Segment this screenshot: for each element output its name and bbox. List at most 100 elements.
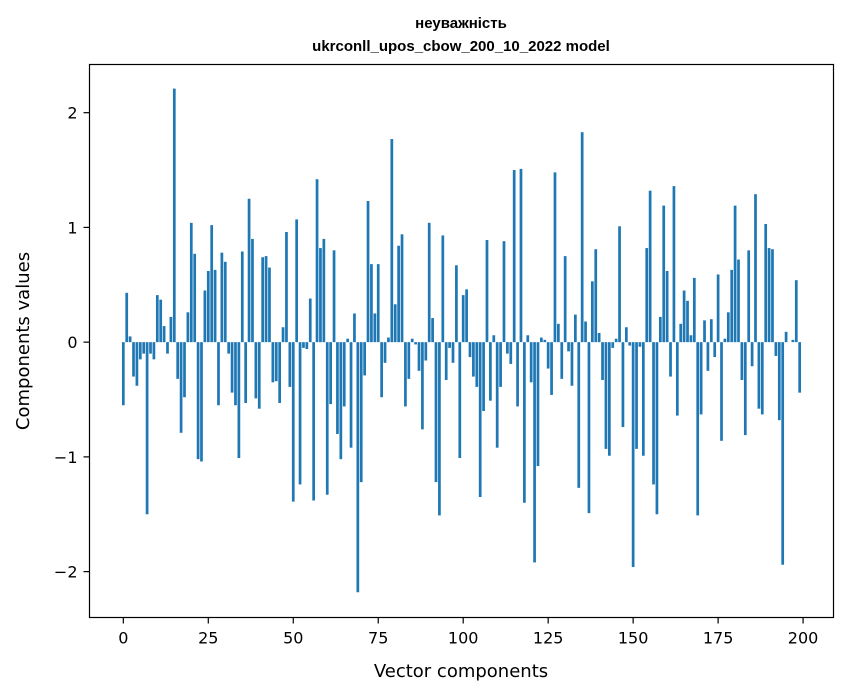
bar-component-197	[791, 339, 795, 343]
bar-component-175	[716, 274, 720, 343]
bar-component-20	[189, 222, 193, 343]
bar-component-154	[645, 248, 649, 343]
bar-component-23	[200, 342, 203, 462]
bar-component-183	[743, 342, 747, 436]
y-axis-ticks: −2 −1 0 1 2	[54, 104, 90, 582]
bar-component-72	[366, 201, 370, 343]
bar-component-0	[121, 342, 125, 406]
bar-component-49	[288, 342, 292, 387]
bar-component-145	[614, 338, 618, 343]
bar-component-168	[692, 277, 696, 343]
bar-component-75	[376, 264, 380, 343]
bar-component-24	[203, 290, 207, 343]
bar-component-186	[754, 194, 757, 343]
bar-component-19	[186, 312, 190, 343]
bar-component-55	[308, 298, 312, 343]
bar-component-176	[720, 342, 723, 441]
bar-component-158	[658, 316, 662, 343]
bar-component-116	[516, 342, 519, 407]
bar-component-179	[730, 269, 734, 343]
bar-component-46	[278, 342, 282, 403]
bar-component-10	[155, 295, 159, 343]
bar-component-129	[560, 342, 564, 379]
bar-component-114	[509, 342, 513, 364]
bar-component-69	[356, 342, 360, 593]
bar-component-110	[495, 342, 499, 448]
bar-component-106	[482, 342, 485, 411]
bar-component-126	[550, 342, 553, 395]
bar-component-87	[417, 342, 421, 371]
bar-component-120	[529, 342, 533, 383]
bar-component-171	[703, 320, 706, 343]
bar-component-189	[764, 223, 768, 343]
bar-component-195	[784, 331, 788, 343]
bar-component-32	[230, 342, 234, 393]
bar-component-2	[128, 336, 132, 343]
bar-component-124	[543, 339, 547, 343]
bar-component-140	[597, 332, 601, 343]
bar-component-96	[448, 342, 451, 348]
y-tick-label: −2	[54, 563, 78, 582]
bar-component-86	[414, 342, 417, 345]
x-axis-label: Vector components	[374, 661, 548, 682]
bar-component-37	[247, 198, 251, 343]
bar-component-97	[451, 342, 455, 363]
bar-component-169	[696, 342, 700, 516]
bar-component-5	[138, 342, 142, 360]
bar-component-16	[176, 342, 180, 379]
bar-component-191	[771, 249, 774, 343]
bar-component-149	[628, 342, 632, 346]
bar-component-136	[584, 321, 587, 343]
bar-component-123	[540, 337, 543, 343]
bar-component-77	[383, 342, 387, 363]
bar-component-141	[601, 342, 604, 381]
bar-component-102	[468, 342, 472, 358]
bar-component-190	[767, 248, 771, 343]
bar-component-199	[798, 342, 802, 393]
bar-component-35	[240, 251, 244, 343]
bar-component-71	[363, 342, 366, 376]
x-tick-label: 175	[703, 629, 734, 648]
bar-component-58	[319, 248, 322, 343]
bar-component-137	[587, 342, 591, 514]
bar-component-181	[737, 259, 740, 343]
x-tick-label: 50	[283, 629, 303, 648]
bar-component-14	[169, 316, 173, 343]
bar-component-6	[142, 342, 146, 354]
bar-component-67	[349, 342, 353, 448]
bar-component-99	[458, 342, 462, 459]
bar-component-50	[291, 342, 295, 502]
bar-component-70	[359, 342, 363, 483]
bar-component-52	[298, 342, 302, 485]
bar-component-7	[145, 342, 149, 515]
bar-component-34	[237, 342, 241, 459]
bar-component-193	[777, 342, 781, 421]
bar-component-108	[489, 342, 492, 401]
bar-component-3	[132, 342, 135, 377]
bar-component-174	[713, 342, 717, 358]
bar-component-68	[353, 313, 356, 343]
bar-component-112	[502, 241, 506, 343]
bar-component-57	[315, 179, 319, 343]
bar-component-9	[152, 342, 156, 360]
bar-component-138	[590, 281, 594, 343]
bar-component-109	[492, 335, 496, 343]
x-axis-ticks: 0 25 50 75 100 125 150 175 200	[118, 617, 818, 648]
plot-frame	[88, 63, 835, 619]
bar-component-82	[400, 234, 404, 343]
bar-component-33	[234, 342, 237, 406]
bar-component-198	[794, 280, 798, 343]
bar-component-66	[346, 338, 349, 343]
bar-component-127	[553, 172, 557, 343]
bar-component-15	[172, 88, 176, 343]
bars-group	[121, 88, 802, 593]
bar-component-91	[431, 318, 434, 343]
bar-component-170	[699, 342, 703, 415]
bar-component-153	[641, 342, 645, 456]
x-tick-label: 75	[368, 629, 388, 648]
bar-component-122	[536, 342, 540, 467]
y-tick-label: −1	[54, 448, 78, 467]
bar-component-85	[410, 338, 414, 343]
bar-component-38	[251, 238, 254, 343]
bar-component-11	[159, 299, 163, 343]
